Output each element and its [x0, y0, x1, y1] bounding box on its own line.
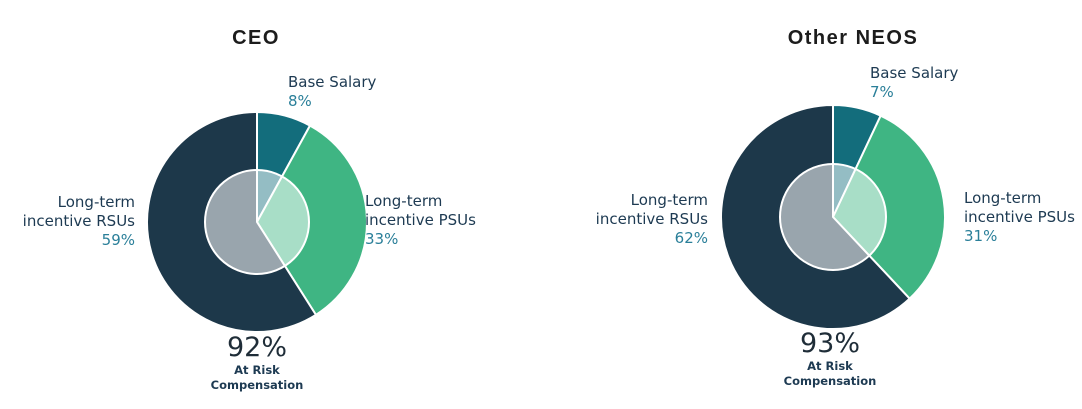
neos-label-psus: Long-term incentive PSUs 31% [964, 189, 1075, 246]
ceo-label-rsus: Long-term incentive RSUs 59% [23, 193, 135, 250]
slice-percent: 62% [674, 229, 708, 247]
at-risk-caption-line: At Risk [807, 359, 853, 373]
slice-label-line: Long-term [365, 192, 443, 210]
slice-percent: 31% [964, 227, 998, 245]
ceo-donut-chart [146, 111, 368, 333]
ceo-label-psus: Long-term incentive PSUs 33% [365, 192, 476, 249]
slice-percent: 33% [365, 230, 399, 248]
slice-label-line: incentive PSUs [964, 208, 1075, 226]
slice-percent: 8% [288, 92, 312, 110]
neos-label-base-salary: Base Salary 7% [870, 64, 958, 102]
ceo-slice-1 [256, 124, 368, 316]
slice-label: Base Salary [288, 73, 377, 91]
slice-label-line: Long-term [630, 191, 708, 209]
ceo-center-overlay-circle [204, 169, 310, 275]
ceo-at-risk-note: 92% At Risk Compensation [211, 333, 304, 393]
slice-label-line: Long-term [964, 189, 1042, 207]
ceo-label-base-salary: Base Salary 8% [288, 73, 376, 111]
at-risk-percent: 93% [799, 328, 860, 359]
slice-label-line: Long-term [57, 193, 135, 211]
other-neos-center-overlay-circle [779, 163, 887, 271]
slice-label-line: incentive RSUs [595, 210, 708, 228]
ceo-chart-title: CEO [232, 26, 280, 49]
slice-label-line: incentive RSUs [22, 212, 135, 230]
at-risk-caption-line: At Risk [234, 363, 280, 377]
slice-label-line: incentive PSUs [365, 211, 476, 229]
neos-label-rsus: Long-term incentive RSUs 62% [596, 191, 708, 248]
other-neos-donut-chart [720, 104, 946, 330]
slice-percent: 59% [101, 231, 135, 249]
slice-percent: 7% [870, 83, 894, 101]
at-risk-percent: 92% [226, 332, 287, 363]
at-risk-caption-line: Compensation [783, 374, 877, 388]
slice-label: Base Salary [870, 64, 959, 82]
other-neos-chart-title: Other NEOS [787, 26, 919, 49]
at-risk-caption-line: Compensation [210, 378, 304, 392]
neos-at-risk-note: 93% At Risk Compensation [784, 329, 877, 389]
other-neos-slice-1 [832, 114, 946, 300]
